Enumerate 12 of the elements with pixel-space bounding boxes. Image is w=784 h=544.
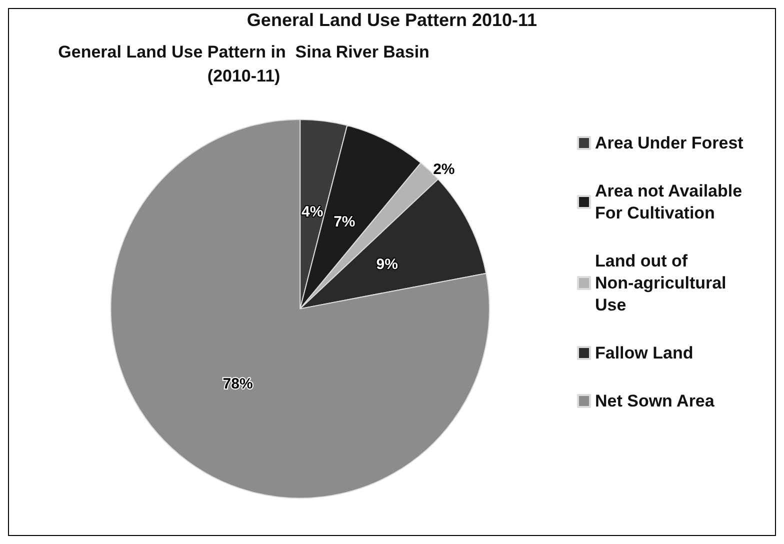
data-label: 9% [376,256,398,273]
chart-title: General Land Use Pattern in Sina River Basin (2010-11) [58,42,430,86]
legend-label: Area not Available For Cultivation [595,182,747,222]
data-label: 2% [433,160,455,178]
legend-label: Area Under Forest [595,134,744,152]
data-label: 7% [334,213,356,230]
legend-label: Net Sown Area [595,392,715,410]
legend-label: Land out of Non-agricultural Use [595,252,732,314]
data-label: 78% [222,376,253,393]
text: General Land Use Pattern 2010-11 [246,10,538,30]
data-label: 4% [301,203,324,220]
legend-label: Fallow Land [595,344,694,362]
